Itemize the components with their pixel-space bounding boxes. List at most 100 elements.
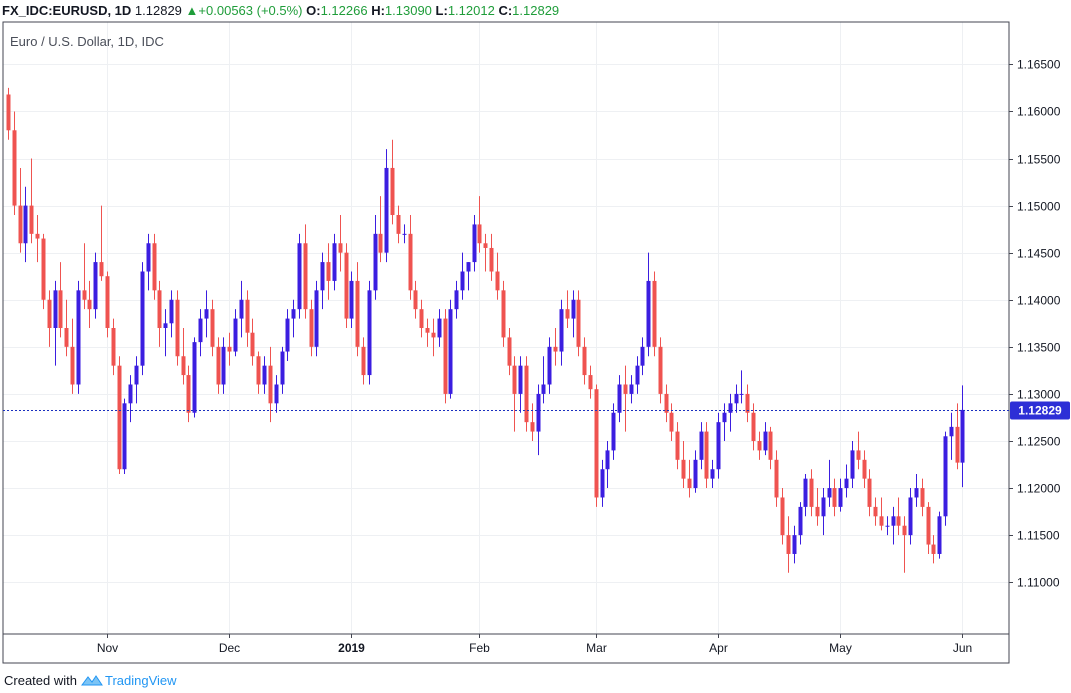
candle <box>70 318 75 394</box>
candle <box>227 332 232 366</box>
candle <box>402 224 407 244</box>
candle-body <box>605 450 610 470</box>
candle-body <box>681 459 686 479</box>
price-chart[interactable]: 1.16500 1.16000 1.15500 1.15000 1.14500 1.140… <box>0 0 1071 668</box>
candle-body <box>867 478 872 507</box>
candle <box>902 516 907 573</box>
candle-body <box>216 346 221 385</box>
tradingview-brand[interactable]: TradingView <box>104 673 177 688</box>
candle-body <box>64 328 69 347</box>
candle-body <box>885 525 890 527</box>
candle <box>844 464 849 498</box>
candle <box>291 299 296 338</box>
candle <box>128 375 133 423</box>
candle-body <box>571 299 576 319</box>
candle-body <box>303 243 308 310</box>
candle-body <box>413 290 418 310</box>
open-value: 1.12266 <box>320 3 368 18</box>
low-value: 1.12012 <box>447 3 495 18</box>
candle <box>699 422 704 470</box>
price-tick-label: 1.13000 <box>1017 388 1061 402</box>
candle-body <box>501 290 506 338</box>
candle-body <box>99 262 104 277</box>
candle <box>809 469 814 517</box>
high-value: 1.13090 <box>384 3 432 18</box>
time-axis[interactable]: Nov Dec 2019 Feb Mar Apr May Jun <box>97 634 972 655</box>
candle <box>704 422 709 489</box>
candle <box>186 365 191 423</box>
close-label: C: <box>498 3 513 18</box>
candle-body <box>12 130 17 206</box>
price-tick-label: 1.15000 <box>1017 200 1061 214</box>
candle <box>937 511 942 559</box>
candle <box>629 375 634 404</box>
candle <box>652 271 657 357</box>
candle <box>501 280 506 347</box>
candle-body <box>943 436 948 517</box>
candle-body <box>23 205 28 244</box>
candle <box>751 403 756 451</box>
candle-body <box>466 262 471 272</box>
candle <box>204 290 209 338</box>
candle-body <box>396 215 401 234</box>
candle-body <box>192 342 197 413</box>
candle <box>262 356 267 394</box>
candle-body <box>611 412 616 451</box>
candle-body <box>844 478 849 489</box>
candle <box>489 233 494 281</box>
symbol-label[interactable]: FX_IDC:EURUSD, 1D <box>2 3 132 18</box>
candle <box>507 328 512 376</box>
candle <box>396 205 401 244</box>
candle-body <box>798 506 803 536</box>
candle-body <box>757 440 762 451</box>
close-value: 1.12829 <box>512 3 560 18</box>
candle <box>6 87 11 140</box>
candle-body <box>378 233 383 253</box>
candle <box>786 516 791 573</box>
candle <box>693 450 698 493</box>
time-tick-label: Dec <box>219 641 240 655</box>
candle <box>472 215 477 272</box>
candle-body <box>87 299 92 310</box>
candle <box>879 497 884 531</box>
candle-body <box>326 262 331 281</box>
candle-body <box>233 318 238 352</box>
candle <box>611 403 616 460</box>
candle-body <box>949 426 954 437</box>
candle <box>87 280 92 328</box>
candle-body <box>70 346 75 385</box>
candle-body <box>896 516 901 526</box>
candle-body <box>675 431 680 460</box>
price-axis[interactable]: 1.16500 1.16000 1.15500 1.15000 1.14500 1.140… <box>1009 58 1061 590</box>
candle <box>547 337 552 394</box>
candle <box>349 271 354 328</box>
candle-body <box>838 488 843 507</box>
time-tick-label: Apr <box>709 641 728 655</box>
candle-body <box>745 393 750 413</box>
candle-body <box>530 422 535 432</box>
candle-body <box>716 422 721 470</box>
candle <box>955 403 960 470</box>
candle <box>35 215 40 263</box>
candle <box>780 488 785 545</box>
candle <box>314 280 319 357</box>
candle <box>169 290 174 338</box>
candle-body <box>355 280 360 347</box>
candle-body <box>931 544 936 554</box>
price-tick-label: 1.11000 <box>1017 576 1060 590</box>
candle-body <box>186 375 191 413</box>
candle <box>419 299 424 338</box>
candle-body <box>524 365 529 423</box>
candle-body <box>419 309 424 328</box>
candle <box>792 525 797 564</box>
candle <box>635 356 640 394</box>
candle-body <box>367 290 372 376</box>
candle-body <box>58 290 63 328</box>
candle <box>53 280 58 366</box>
candle <box>588 365 593 399</box>
candle-body <box>105 276 110 328</box>
candle-body <box>320 262 325 291</box>
candle <box>344 243 349 328</box>
candle <box>640 337 645 376</box>
candle-body <box>873 506 878 517</box>
